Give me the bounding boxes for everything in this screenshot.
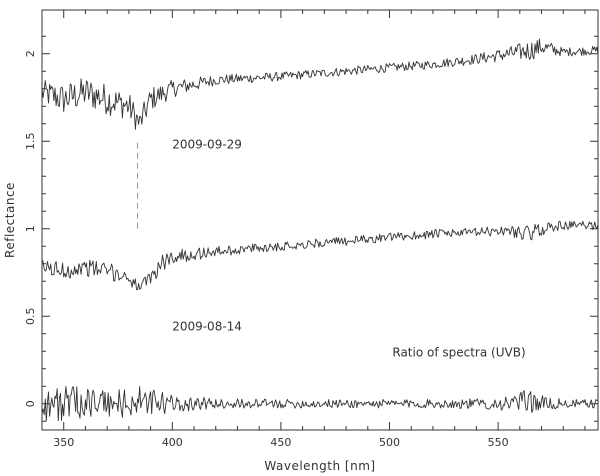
- y-axis-label: Reflectance: [3, 182, 17, 258]
- x-tick-label: 550: [488, 436, 509, 449]
- y-tick-label: 0: [24, 400, 37, 407]
- y-tick-label: 0.5: [24, 308, 37, 326]
- x-axis-label: Wavelength [nm]: [264, 459, 375, 473]
- plot-frame: [41, 9, 599, 431]
- axis-ticks: 350 400 450 500 550 0 0.5 1 1.5 2: [24, 10, 598, 449]
- annotation-layer: 2009-09-29 2009-08-14 Ratio of spectra (UV…: [172, 137, 525, 359]
- chart-annotation: 2009-09-29: [172, 137, 242, 151]
- series-line-top: [41, 38, 599, 130]
- y-tick-label: 1: [24, 225, 37, 232]
- chart-annotation: 2009-08-14: [172, 319, 242, 333]
- chart-annotation: Ratio of spectra (UVB): [392, 346, 525, 360]
- series-line-middle: [41, 220, 599, 291]
- x-tick-label: 350: [53, 436, 74, 449]
- y-tick-label: 1.5: [24, 133, 37, 151]
- x-tick-label: 500: [379, 436, 400, 449]
- x-tick-label: 450: [270, 436, 291, 449]
- series-layer: [41, 38, 599, 422]
- x-tick-label: 400: [162, 436, 183, 449]
- series-line-ratio: [41, 385, 599, 422]
- y-tick-label: 2: [24, 50, 37, 57]
